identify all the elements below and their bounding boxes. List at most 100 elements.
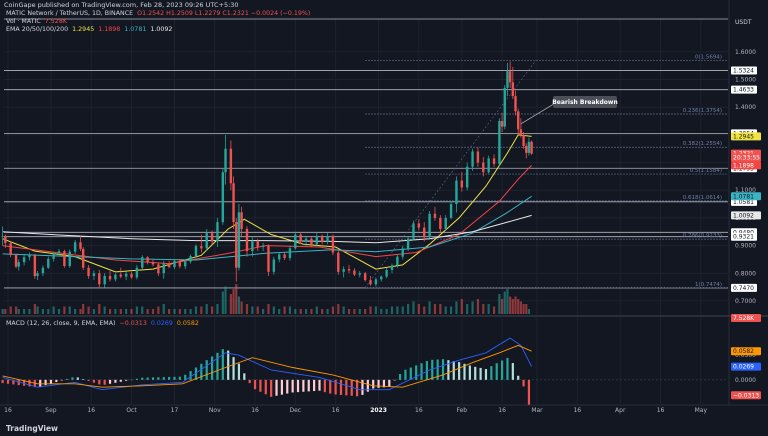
time-tick-label: 16	[573, 407, 581, 414]
candle-body	[428, 213, 431, 238]
price-tick-label: 1.1000	[735, 187, 756, 194]
candle-body	[455, 180, 458, 205]
volume-bar	[200, 306, 203, 314]
price-tag-label: 20:33:55	[733, 155, 760, 162]
macd-histogram-bar	[92, 379, 96, 383]
fib-trendline	[364, 60, 537, 288]
volume-bar	[229, 294, 232, 314]
volume-bar	[527, 309, 531, 314]
candle-body	[245, 228, 249, 252]
candle-body	[189, 256, 192, 262]
candle-body	[92, 273, 96, 277]
candle-body	[439, 217, 442, 229]
volume-bar	[224, 286, 227, 314]
macd-pane	[1, 337, 728, 405]
currency-label: USDT	[735, 19, 752, 26]
macd-histogram-bar	[377, 379, 380, 388]
macd-tag	[731, 362, 761, 371]
time-tick-label: Feb	[456, 407, 467, 414]
macd-histogram-bar	[280, 379, 283, 395]
volume-bar	[364, 309, 367, 314]
candle-body	[417, 223, 421, 228]
annotation-text: Bearish Breakdown	[552, 99, 618, 106]
macd-histogram-bar	[237, 363, 241, 380]
macd-histogram-bar	[141, 377, 144, 380]
volume-bar	[506, 289, 509, 314]
candle-body	[283, 254, 286, 259]
macd-histogram-bar	[189, 371, 192, 380]
macd-series-line	[2, 344, 532, 388]
volume-bar	[514, 296, 517, 314]
volume-bar	[321, 309, 324, 314]
volume-bar	[374, 306, 377, 314]
macd-histogram-bar	[506, 357, 509, 380]
ema100-value: 1.0781	[124, 26, 147, 33]
annotations: Bearish Breakdown	[520, 96, 618, 125]
candle-body	[498, 121, 501, 164]
candle-body	[272, 259, 276, 272]
level-tag-label: 0.7470	[733, 285, 754, 292]
volume-bar	[525, 304, 528, 314]
volume-bar	[130, 309, 133, 314]
time-tick-label: May	[695, 407, 708, 414]
volume-bar	[103, 306, 106, 314]
volume-bar	[141, 306, 144, 314]
candle-body	[363, 273, 367, 281]
volume-bar	[492, 306, 496, 314]
volume-bar	[52, 306, 55, 314]
ema-line	[2, 165, 532, 265]
volume-bar	[342, 306, 345, 314]
volume-bar	[401, 306, 404, 314]
macd-histogram-bar	[135, 378, 138, 380]
volume-bar	[57, 309, 61, 314]
macd-tick-label: 0.0000	[735, 377, 756, 384]
volume-bar	[4, 309, 7, 314]
fib-label: 0.618(1.0614)	[683, 195, 722, 201]
macd-tag-label: 0.0582	[733, 348, 754, 355]
macd-histogram-bar	[463, 363, 466, 380]
candle-body	[476, 151, 480, 163]
candle-body	[167, 263, 171, 268]
candle-body	[63, 251, 66, 267]
volume-bar	[33, 304, 36, 314]
candle-body	[519, 129, 523, 135]
macd-tag	[731, 347, 761, 356]
macd-histogram-bar	[23, 379, 26, 386]
price-tag	[731, 192, 761, 201]
volume-bar	[337, 304, 340, 314]
candle-body	[517, 111, 520, 130]
volume-bar	[36, 306, 39, 314]
macd-histogram-bar	[329, 379, 332, 394]
volume-bar	[41, 309, 45, 314]
time-tick-label: Nov	[209, 407, 221, 414]
fib-label: 0.5(1.1584)	[690, 168, 722, 174]
price-tick-label: 0.9000	[735, 243, 756, 250]
candle-body	[79, 242, 82, 249]
candle-body	[216, 222, 219, 242]
macd-histogram-bar	[65, 378, 69, 380]
tradingview-logo[interactable]: TradingView	[6, 424, 58, 433]
candle-body	[337, 252, 340, 272]
volume-bar	[385, 309, 388, 314]
candle-body	[22, 257, 26, 263]
volume-bar	[9, 306, 12, 314]
volume-bar	[256, 306, 259, 314]
volume-bar	[482, 304, 485, 314]
macd-histogram-bar	[398, 374, 402, 380]
volume-bar	[369, 306, 372, 314]
macd-histogram-bar	[366, 379, 369, 392]
macd-histogram-bar	[264, 379, 267, 395]
macd-histogram-bar	[307, 379, 310, 392]
price-tick-label: 1.4000	[735, 104, 756, 111]
candle-body	[146, 257, 149, 263]
volume-bar	[412, 301, 415, 314]
candle-body	[465, 166, 469, 188]
volume-bar	[433, 304, 437, 314]
volume-bar	[326, 309, 329, 314]
volume-bar	[423, 306, 426, 314]
candle-body	[235, 222, 238, 268]
candle-body	[162, 263, 165, 274]
time-tick-label: Sep	[45, 407, 57, 414]
annotation-arrow	[520, 104, 554, 125]
